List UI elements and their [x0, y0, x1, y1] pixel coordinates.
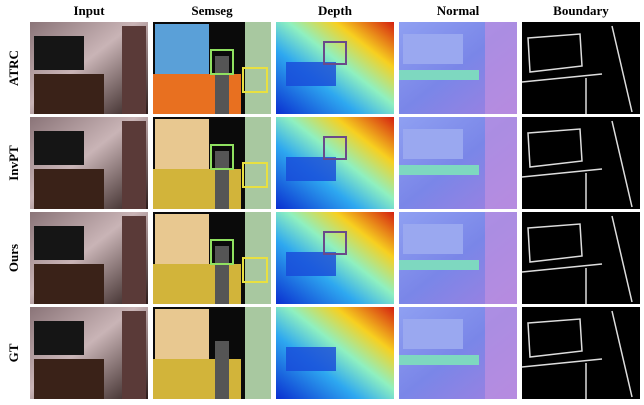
tv-face: [403, 319, 463, 349]
image-panel: [276, 22, 394, 114]
cabinet: [34, 169, 104, 209]
image-panel: [399, 212, 517, 304]
column-header: Normal: [437, 3, 480, 18]
post: [215, 151, 229, 209]
image-panel: [30, 117, 148, 209]
tv: [34, 226, 84, 260]
post: [215, 341, 229, 399]
tv: [286, 157, 336, 181]
page: Input Semseg Depth Normal Boundary ATRC InvPT O…: [0, 0, 644, 405]
tv-face: [403, 224, 463, 254]
image-panel: [399, 307, 517, 399]
shelf: [122, 216, 146, 304]
image-panel: [153, 22, 271, 114]
image-panel: [399, 22, 517, 114]
shelf: [485, 212, 517, 304]
row-label: ATRC: [6, 50, 21, 86]
cabinet: [34, 359, 104, 399]
wall: [155, 24, 209, 74]
shelf: [485, 117, 517, 209]
image-panel: [522, 22, 640, 114]
shelf: [122, 121, 146, 209]
top-surface: [399, 70, 479, 80]
image-panel: [522, 307, 640, 399]
image-panel: [522, 117, 640, 209]
image-panel: [153, 307, 271, 399]
image-panel: [30, 22, 148, 114]
shelf: [485, 307, 517, 399]
top-surface: [399, 165, 479, 175]
cabinet: [34, 74, 104, 114]
tv: [34, 321, 84, 355]
cabinet: [34, 264, 104, 304]
top-surface: [399, 355, 479, 365]
image-panel: [399, 117, 517, 209]
tv: [286, 347, 336, 371]
column-header: Input: [73, 3, 105, 18]
wall: [155, 119, 209, 175]
tv-face: [403, 34, 463, 64]
image-panel: [153, 117, 271, 209]
shelf: [485, 22, 517, 114]
row-label: InvPT: [6, 145, 21, 181]
tv: [286, 252, 336, 276]
column-header: Depth: [318, 3, 353, 18]
wall: [155, 214, 209, 270]
image-panel: [153, 212, 271, 304]
tv: [34, 131, 84, 165]
image-panel: [276, 117, 394, 209]
image-panel: [276, 212, 394, 304]
post: [215, 246, 229, 304]
row-label: Ours: [6, 244, 21, 272]
tv: [34, 36, 84, 70]
shelf: [122, 26, 146, 114]
image-panel: [276, 307, 394, 399]
image-panel: [30, 212, 148, 304]
image-panel: [30, 307, 148, 399]
tv: [286, 62, 336, 86]
wall: [155, 309, 209, 365]
tv-face: [403, 129, 463, 159]
top-surface: [399, 260, 479, 270]
column-header: Boundary: [553, 3, 609, 18]
column-header: Semseg: [191, 3, 233, 18]
shelf: [122, 311, 146, 399]
row-label: GT: [6, 343, 21, 362]
shelf: [245, 307, 271, 399]
image-panel: [522, 212, 640, 304]
post: [215, 56, 229, 114]
figure: Input Semseg Depth Normal Boundary ATRC InvPT O…: [0, 0, 644, 400]
